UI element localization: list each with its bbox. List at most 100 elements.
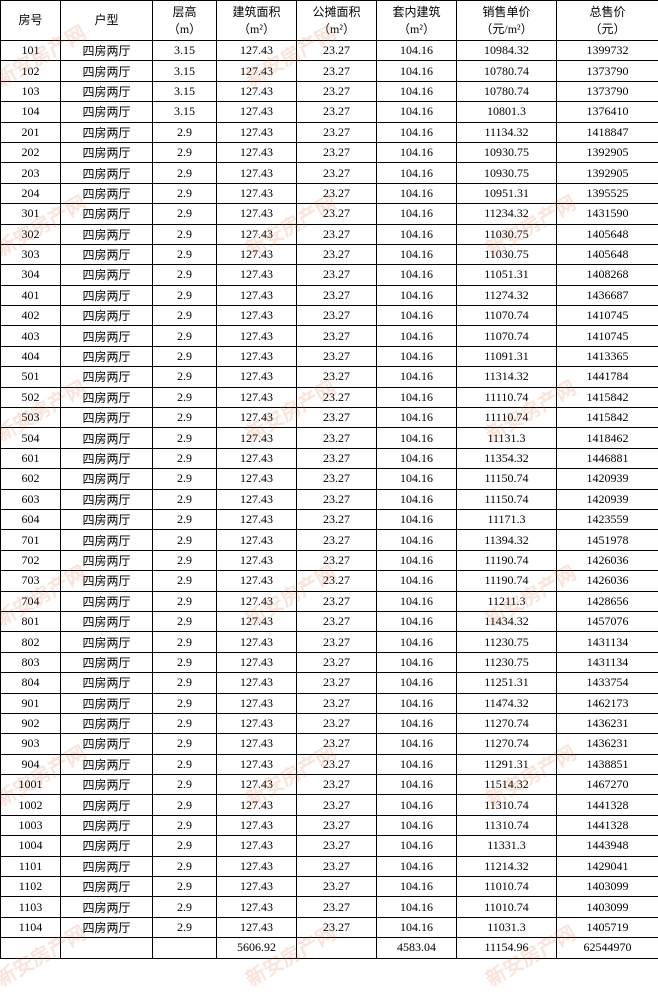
table-row: 401四房两厅2.9127.4323.27104.1611274.3214366… bbox=[1, 285, 658, 305]
table-cell: 11030.75 bbox=[457, 244, 557, 264]
totals-cell bbox=[297, 938, 377, 958]
table-cell: 1443948 bbox=[557, 836, 658, 856]
table-cell: 1392905 bbox=[557, 142, 658, 162]
table-cell: 2.9 bbox=[153, 244, 217, 264]
table-cell: 11331.3 bbox=[457, 836, 557, 856]
table-cell: 四房两厅 bbox=[61, 367, 153, 387]
totals-cell: 5606.92 bbox=[217, 938, 297, 958]
property-table: 房号户型层高（m）建筑面积（m²）公摊面积（m²）套内建筑（m²）销售单价（元/… bbox=[0, 0, 658, 959]
table-cell: 101 bbox=[1, 41, 61, 61]
table-cell: 2.9 bbox=[153, 836, 217, 856]
table-row: 703四房两厅2.9127.4323.27104.1611190.7414260… bbox=[1, 571, 658, 591]
table-cell: 四房两厅 bbox=[61, 469, 153, 489]
table-row: 702四房两厅2.9127.4323.27104.1611190.7414260… bbox=[1, 550, 658, 570]
table-cell: 2.9 bbox=[153, 387, 217, 407]
table-cell: 23.27 bbox=[297, 611, 377, 631]
header-cell: 户型 bbox=[61, 1, 153, 41]
table-cell: 104 bbox=[1, 102, 61, 122]
table-cell: 104.16 bbox=[377, 815, 457, 835]
table-row: 601四房两厅2.9127.4323.27104.1611354.3214468… bbox=[1, 448, 658, 468]
header-cell: 层高（m） bbox=[153, 1, 217, 41]
table-cell: 11190.74 bbox=[457, 550, 557, 570]
table-cell: 23.27 bbox=[297, 530, 377, 550]
table-cell: 23.27 bbox=[297, 550, 377, 570]
table-cell: 701 bbox=[1, 530, 61, 550]
table-cell: 1003 bbox=[1, 815, 61, 835]
table-cell: 23.27 bbox=[297, 754, 377, 774]
table-cell: 四房两厅 bbox=[61, 877, 153, 897]
table-cell: 127.43 bbox=[217, 917, 297, 937]
table-cell: 104.16 bbox=[377, 346, 457, 366]
header-cell: 房号 bbox=[1, 1, 61, 41]
table-cell: 104.16 bbox=[377, 428, 457, 448]
table-cell: 11070.74 bbox=[457, 326, 557, 346]
table-cell: 四房两厅 bbox=[61, 897, 153, 917]
table-cell: 104.16 bbox=[377, 877, 457, 897]
table-cell: 23.27 bbox=[297, 142, 377, 162]
table-row: 101四房两厅3.15127.4323.27104.1610984.321399… bbox=[1, 41, 658, 61]
table-cell: 23.27 bbox=[297, 509, 377, 529]
table-cell: 2.9 bbox=[153, 775, 217, 795]
table-cell: 104.16 bbox=[377, 102, 457, 122]
table-row: 1103四房两厅2.9127.4323.27104.1611010.741403… bbox=[1, 897, 658, 917]
table-cell: 2.9 bbox=[153, 183, 217, 203]
totals-row: 5606.924583.0411154.9662544970 bbox=[1, 938, 658, 958]
table-cell: 四房两厅 bbox=[61, 285, 153, 305]
table-cell: 23.27 bbox=[297, 713, 377, 733]
table-cell: 127.43 bbox=[217, 571, 297, 591]
table-cell: 127.43 bbox=[217, 183, 297, 203]
table-row: 304四房两厅2.9127.4323.27104.1611051.3114082… bbox=[1, 265, 658, 285]
table-cell: 127.43 bbox=[217, 509, 297, 529]
table-row: 902四房两厅2.9127.4323.27104.1611270.7414362… bbox=[1, 713, 658, 733]
table-cell: 10801.3 bbox=[457, 102, 557, 122]
table-row: 403四房两厅2.9127.4323.27104.1611070.7414107… bbox=[1, 326, 658, 346]
table-cell: 23.27 bbox=[297, 183, 377, 203]
table-cell: 11211.3 bbox=[457, 591, 557, 611]
table-cell: 23.27 bbox=[297, 877, 377, 897]
table-cell: 804 bbox=[1, 673, 61, 693]
table-cell: 2.9 bbox=[153, 815, 217, 835]
table-cell: 11110.74 bbox=[457, 408, 557, 428]
table-cell: 2.9 bbox=[153, 530, 217, 550]
table-row: 803四房两厅2.9127.4323.27104.1611230.7514311… bbox=[1, 652, 658, 672]
table-cell: 127.43 bbox=[217, 102, 297, 122]
table-cell: 2.9 bbox=[153, 509, 217, 529]
table-cell: 127.43 bbox=[217, 673, 297, 693]
table-cell: 904 bbox=[1, 754, 61, 774]
table-cell: 104.16 bbox=[377, 489, 457, 509]
table-cell: 11251.31 bbox=[457, 673, 557, 693]
table-cell: 127.43 bbox=[217, 346, 297, 366]
table-cell: 11230.75 bbox=[457, 632, 557, 652]
table-cell: 四房两厅 bbox=[61, 204, 153, 224]
table-cell: 四房两厅 bbox=[61, 387, 153, 407]
table-cell: 1426036 bbox=[557, 550, 658, 570]
table-row: 102四房两厅3.15127.4323.27104.1610780.741373… bbox=[1, 61, 658, 81]
table-cell: 1426036 bbox=[557, 571, 658, 591]
table-cell: 23.27 bbox=[297, 856, 377, 876]
table-cell: 1457076 bbox=[557, 611, 658, 631]
table-cell: 11051.31 bbox=[457, 265, 557, 285]
table-cell: 2.9 bbox=[153, 448, 217, 468]
table-cell: 2.9 bbox=[153, 795, 217, 815]
table-cell: 703 bbox=[1, 571, 61, 591]
table-row: 504四房两厅2.9127.4323.27104.1611131.3141846… bbox=[1, 428, 658, 448]
totals-cell bbox=[61, 938, 153, 958]
table-cell: 2.9 bbox=[153, 591, 217, 611]
table-cell: 2.9 bbox=[153, 265, 217, 285]
table-row: 201四房两厅2.9127.4323.27104.1611134.3214188… bbox=[1, 122, 658, 142]
table-cell: 104.16 bbox=[377, 61, 457, 81]
table-row: 1104四房两厅2.9127.4323.27104.1611031.314057… bbox=[1, 917, 658, 937]
table-cell: 四房两厅 bbox=[61, 591, 153, 611]
table-row: 1003四房两厅2.9127.4323.27104.1611310.741441… bbox=[1, 815, 658, 835]
header-cell: 公摊面积（m²） bbox=[297, 1, 377, 41]
table-cell: 104.16 bbox=[377, 775, 457, 795]
table-row: 802四房两厅2.9127.4323.27104.1611230.7514311… bbox=[1, 632, 658, 652]
table-cell: 104.16 bbox=[377, 367, 457, 387]
header-cell: 套内建筑（m²） bbox=[377, 1, 457, 41]
table-cell: 127.43 bbox=[217, 591, 297, 611]
table-cell: 104.16 bbox=[377, 632, 457, 652]
table-cell: 502 bbox=[1, 387, 61, 407]
table-cell: 11190.74 bbox=[457, 571, 557, 591]
table-cell: 104.16 bbox=[377, 285, 457, 305]
table-cell: 1399732 bbox=[557, 41, 658, 61]
